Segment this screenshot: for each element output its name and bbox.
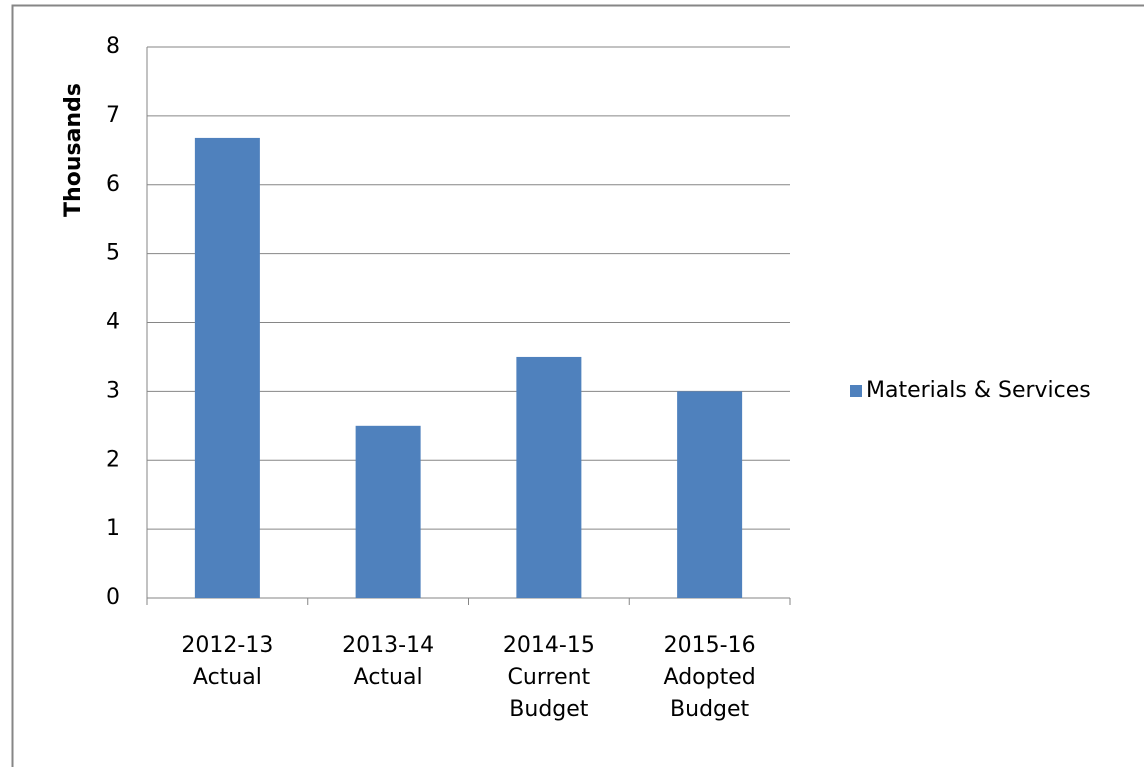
- y-tick-label: 2: [106, 447, 120, 472]
- y-tick-label: 7: [106, 103, 120, 128]
- x-tick-label: 2013-14 Actual: [342, 633, 435, 690]
- bar: [516, 356, 582, 598]
- bar: [355, 425, 421, 598]
- y-axis-label: Thousands: [61, 83, 86, 217]
- legend-swatch: [850, 385, 862, 397]
- x-tick-label: 2014-15 Current Budget: [502, 633, 595, 722]
- legend-label: Materials & Services: [866, 378, 1091, 403]
- y-tick-label: 0: [106, 585, 120, 610]
- y-tick-label: 4: [106, 310, 120, 335]
- y-tick-label: 3: [106, 378, 120, 403]
- bar: [677, 391, 743, 598]
- bar: [194, 137, 260, 599]
- y-tick-label: 1: [106, 516, 120, 541]
- y-tick-label: 5: [106, 241, 120, 266]
- y-tick-label: 6: [106, 172, 120, 197]
- y-tick-label: 8: [106, 34, 120, 59]
- x-tick-label: 2015-16 Adopted Budget: [663, 633, 756, 722]
- x-tick-label: 2012-13 Actual: [181, 633, 274, 690]
